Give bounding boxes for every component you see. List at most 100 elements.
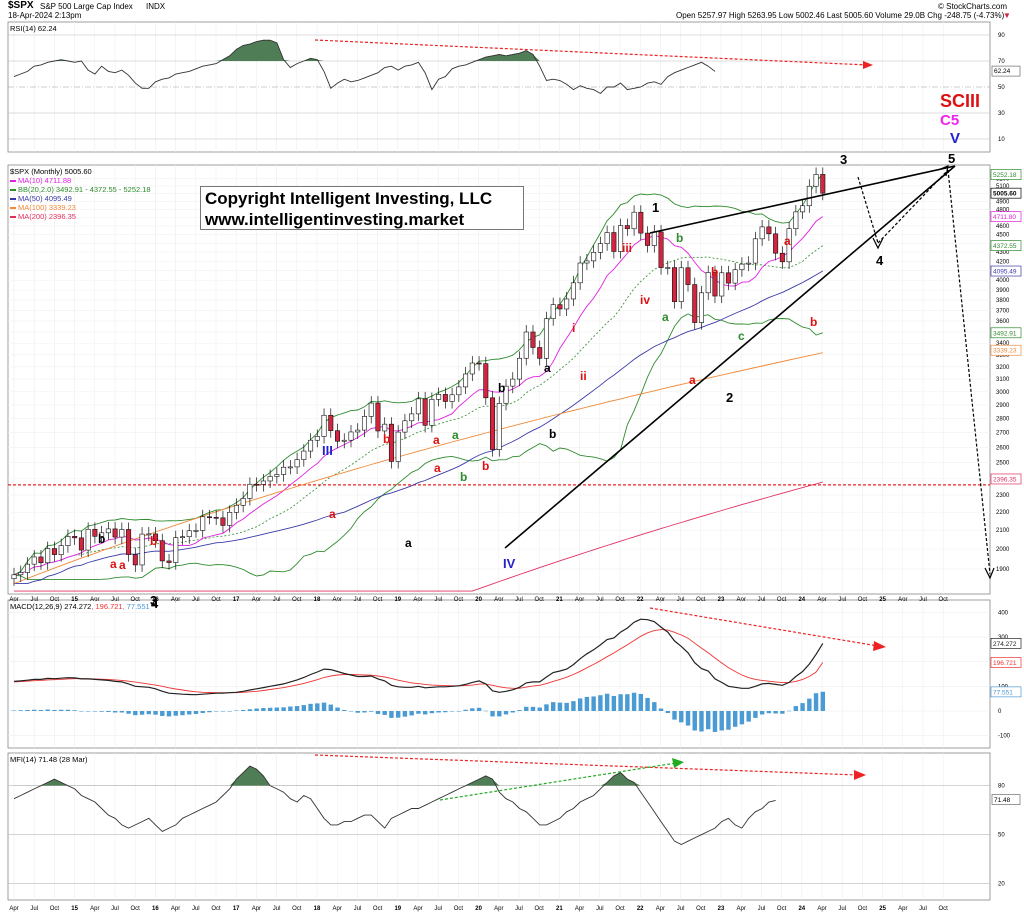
mfi-value-tag: 71.48 bbox=[994, 797, 1011, 804]
macd-divergence-line bbox=[649, 607, 879, 647]
rsi-tick-label: 70 bbox=[998, 59, 1005, 65]
macd-hist-bar bbox=[409, 711, 414, 716]
candle-body bbox=[685, 267, 691, 285]
candle-body bbox=[99, 532, 105, 537]
candle-body bbox=[665, 267, 671, 269]
candle-body bbox=[557, 304, 563, 310]
macd-hist-bar bbox=[766, 711, 772, 714]
macd-hist-bar bbox=[672, 711, 677, 720]
legend-text: MA(200) 2396.35 bbox=[18, 212, 76, 221]
macd-tick-label: 400 bbox=[998, 610, 1009, 616]
macd-hist-bar bbox=[106, 711, 111, 712]
candle-body bbox=[11, 574, 17, 579]
macd-hist-bar bbox=[557, 702, 563, 711]
macd-hist-bar bbox=[503, 711, 509, 715]
legend-item: MA(50) 4095.49 bbox=[10, 194, 151, 203]
price-tick-label: 3000 bbox=[996, 390, 1010, 396]
macd-hist-bar bbox=[187, 711, 192, 715]
macd-hist-bar bbox=[72, 710, 77, 711]
candle-body bbox=[335, 430, 341, 442]
candle-body bbox=[476, 362, 482, 365]
x-tick-label: 20 bbox=[475, 597, 482, 603]
candle-body bbox=[247, 483, 253, 499]
rsi-value-tag: 62.24 bbox=[994, 68, 1011, 75]
candle-body bbox=[624, 225, 630, 230]
x-tick-label: 23 bbox=[718, 906, 725, 912]
wave-label: b bbox=[711, 265, 718, 279]
x-tick-label: 16 bbox=[152, 906, 159, 912]
wave-label: iii bbox=[622, 241, 632, 255]
macd-hist-bar bbox=[126, 711, 131, 714]
macd-hist-bar bbox=[227, 711, 232, 712]
candle-body bbox=[779, 252, 785, 263]
arrow-icon bbox=[854, 770, 866, 780]
macd-hist-bar bbox=[759, 711, 765, 715]
price-value-tag: 4095.49 bbox=[993, 269, 1017, 276]
bb-lower-line bbox=[13, 313, 823, 580]
price-tick-label: 2300 bbox=[996, 493, 1010, 499]
macd-hist-bar bbox=[786, 710, 792, 712]
price-value-tag: 5252.18 bbox=[993, 172, 1017, 179]
x-tick-label: Oct bbox=[292, 906, 302, 912]
rsi-divergence-line bbox=[314, 39, 869, 66]
macd-hist-bar bbox=[267, 707, 273, 711]
candle-body bbox=[523, 331, 529, 359]
x-tick-label: 21 bbox=[556, 906, 563, 912]
candle-body bbox=[806, 185, 812, 207]
macd-hist-bar bbox=[524, 706, 529, 711]
legend-swatch bbox=[10, 189, 16, 192]
arrow-icon bbox=[863, 61, 873, 69]
x-tick-label: Apr bbox=[575, 906, 584, 912]
price-value-tag-box bbox=[990, 344, 1022, 356]
price-label: $SPX (Monthly) 5005.60 bbox=[10, 167, 92, 176]
wave-label: IV bbox=[503, 556, 516, 571]
macd-hist-bar bbox=[328, 704, 333, 711]
macd-hist-bar bbox=[443, 711, 448, 713]
candle-body bbox=[793, 211, 799, 229]
price-value-tag: 4711.80 bbox=[993, 214, 1016, 221]
macd-hist-bar bbox=[234, 710, 239, 712]
wave-label: a bbox=[544, 361, 551, 375]
wave-label: V bbox=[950, 130, 960, 147]
candle-body bbox=[813, 174, 819, 187]
wave-label: ii bbox=[580, 369, 587, 383]
macd-line bbox=[13, 618, 824, 696]
website-line: www.intelligentinvesting.market bbox=[205, 210, 465, 229]
price-value-tag: 3492.91 bbox=[993, 330, 1017, 337]
projection-path bbox=[857, 176, 879, 244]
macd-hist-bar bbox=[625, 694, 630, 711]
macd-hist-bar bbox=[800, 703, 805, 711]
legend-item: MA(200) 2396.35 bbox=[10, 212, 151, 221]
macd-hist-bar bbox=[274, 707, 280, 711]
candle-body bbox=[638, 211, 644, 234]
x-tick-label: Apr bbox=[898, 906, 907, 912]
price-value-tag-box bbox=[990, 187, 1022, 199]
wave-label: b bbox=[549, 427, 556, 441]
macd-hist-bar bbox=[551, 702, 556, 711]
candle-body bbox=[38, 556, 44, 564]
macd-label: MACD(12,26,9) 274.272, 196.721, 77.551 bbox=[10, 602, 150, 611]
candle-body bbox=[153, 533, 159, 541]
candle-body bbox=[105, 528, 111, 534]
macd-hist-bar bbox=[793, 706, 799, 711]
candle-body bbox=[732, 269, 738, 284]
candle-body bbox=[611, 232, 617, 252]
legend-swatch bbox=[10, 180, 16, 183]
x-tick-label: 18 bbox=[314, 597, 321, 603]
candle-body bbox=[159, 540, 165, 562]
price-tick-label: 2900 bbox=[996, 403, 1010, 409]
x-tick-label: Jul bbox=[354, 906, 362, 912]
macd-hist-bar bbox=[160, 711, 165, 716]
candle-body bbox=[368, 402, 374, 417]
candle-body bbox=[618, 225, 624, 252]
index-name: S&P 500 Large Cap Index bbox=[40, 2, 133, 11]
candle-body bbox=[227, 512, 233, 526]
macd-hist-bar bbox=[335, 707, 340, 711]
candle-body bbox=[92, 528, 98, 537]
rsi-value-tag-box bbox=[991, 65, 1021, 77]
candle-body bbox=[766, 226, 772, 235]
x-tick-label: Apr bbox=[817, 906, 826, 912]
candle-body bbox=[759, 226, 765, 240]
price-value-tag-box bbox=[990, 240, 1022, 251]
macd-hist-bar bbox=[591, 696, 596, 711]
